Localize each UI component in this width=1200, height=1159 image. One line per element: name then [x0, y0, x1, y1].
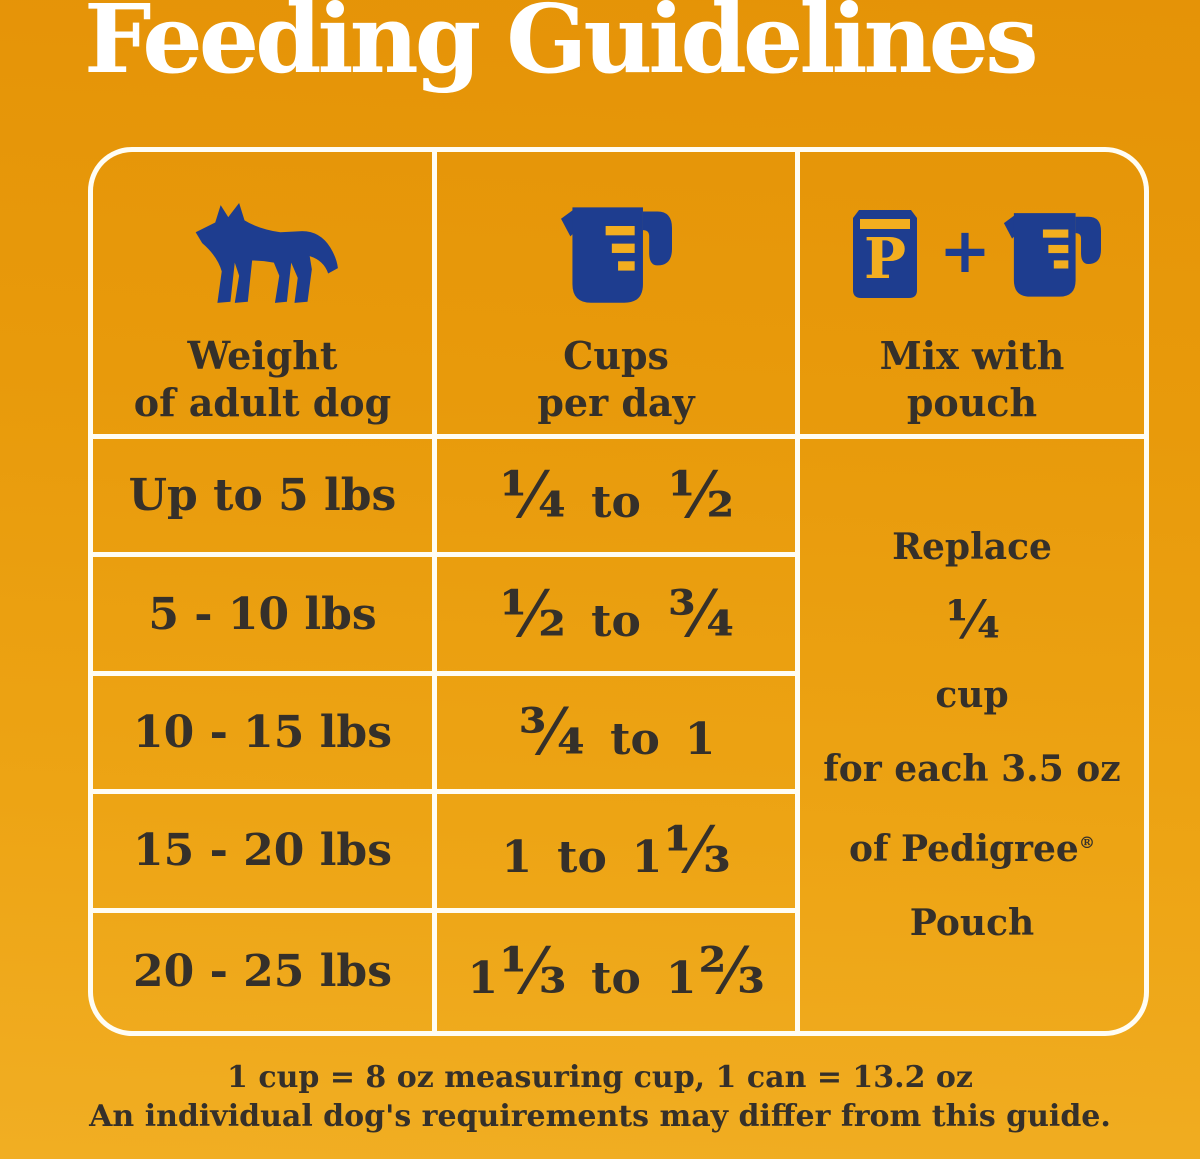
weight-cell-row4: 15 - 20 lbs: [93, 794, 437, 913]
page-title: Feeding Guidelines: [84, 0, 1039, 95]
pouch-plus-cup-icon: P +: [843, 190, 1101, 318]
weight-cell-row3: 10 - 15 lbs: [93, 675, 437, 795]
column-header-weight-label: Weight of adult dog: [133, 333, 392, 425]
cups-cell-row2: ½ to ¾: [437, 557, 800, 676]
measuring-cup-icon: [1003, 209, 1101, 299]
pouch-note: Replace ¼ cup for each 3.5 oz of Pedigre…: [823, 526, 1121, 944]
column-header-cups-label: Cups per day: [537, 333, 695, 425]
cups-cell-row5: 1⅓ to 1⅔: [437, 912, 800, 1031]
svg-text:P: P: [864, 226, 906, 292]
footer-note-disclaimer: An individual dog's requirements may dif…: [89, 1099, 1111, 1134]
footer-notes: 1 cup = 8 oz measuring cup, 1 can = 13.2…: [0, 1058, 1200, 1136]
cups-cell-row3: ¾ to 1: [437, 675, 800, 795]
cups-cell-row1: ¼ to ½: [437, 439, 800, 558]
column-header-mix-label: Mix with pouch: [879, 333, 1065, 425]
registered-trademark-symbol: ®: [1078, 833, 1096, 853]
cups-cell-row4: 1 to 1⅓: [437, 794, 800, 913]
plus-icon: +: [939, 214, 991, 287]
weight-cell-row2: 5 - 10 lbs: [93, 557, 437, 676]
measuring-cup-icon: [560, 190, 672, 318]
weight-cell-row1: Up to 5 lbs: [93, 439, 437, 558]
dog-icon: [187, 190, 339, 318]
weight-cell-row5: 20 - 25 lbs: [93, 912, 437, 1031]
feeding-guidelines-table: Weight of adult dog Cups per day: [88, 147, 1149, 1036]
pouch-icon: P: [843, 206, 927, 302]
column-header-weight: Weight of adult dog: [93, 152, 437, 439]
column-header-mix: P + Mix with pouch: [800, 152, 1144, 439]
column-header-cups: Cups per day: [437, 152, 800, 439]
footer-note-measurement: 1 cup = 8 oz measuring cup, 1 can = 13.2…: [227, 1060, 973, 1095]
